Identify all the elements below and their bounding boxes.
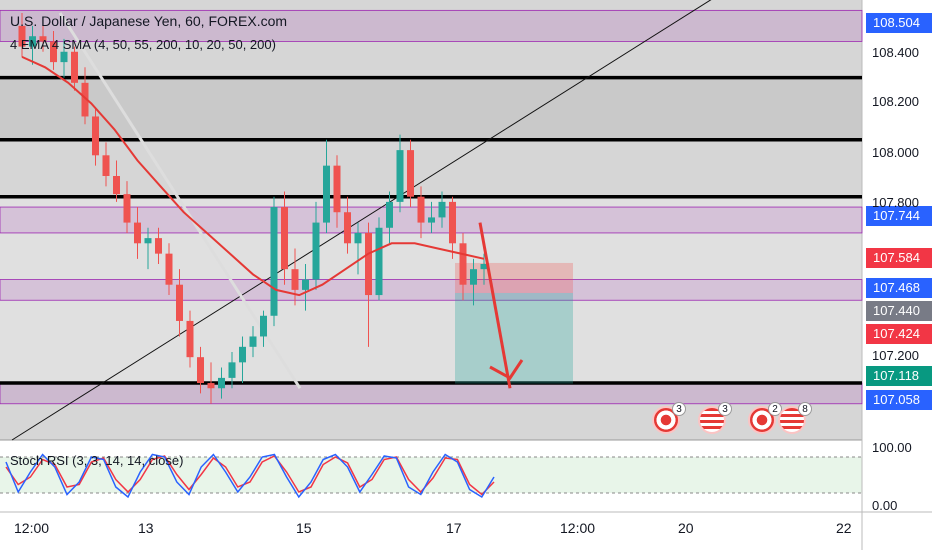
range-band xyxy=(0,77,862,140)
price-axis-label: 108.400 xyxy=(872,45,919,60)
candle-body xyxy=(291,269,299,290)
price-axis-label: 107.200 xyxy=(872,348,919,363)
price-tag: 107.468 xyxy=(866,278,932,298)
candle-body xyxy=(365,232,372,296)
candle-body xyxy=(134,222,141,244)
candle-body xyxy=(344,212,351,244)
event-count-badge: 3 xyxy=(718,402,732,416)
candle-body xyxy=(165,253,173,285)
candle-body xyxy=(50,41,57,63)
candle-body xyxy=(386,201,393,228)
price-tag: 107.118 xyxy=(866,366,932,386)
price-axis-label: 108.200 xyxy=(872,94,919,109)
stoch-rsi-legend: Stoch RSI (3, 3, 14, 14, close) xyxy=(10,453,184,468)
time-axis-label: 13 xyxy=(138,520,154,536)
candle-body xyxy=(113,176,120,195)
stoch-d-line xyxy=(5,455,495,496)
candle-body xyxy=(71,51,78,83)
candle-body xyxy=(428,217,435,223)
candle-body xyxy=(92,116,99,156)
price-tag: 107.584 xyxy=(866,248,932,268)
candle-body xyxy=(29,36,36,47)
us-flag-icon[interactable] xyxy=(778,406,806,434)
candle-body xyxy=(260,315,267,337)
price-axis-label: 107.800 xyxy=(872,195,919,210)
candle-body xyxy=(144,238,152,244)
candle-body xyxy=(218,377,225,389)
ema-line xyxy=(21,55,485,297)
candle-body xyxy=(123,194,131,223)
candle-body xyxy=(81,82,89,117)
candle-body xyxy=(60,51,68,63)
candle-body xyxy=(333,165,341,213)
price-tag: 107.744 xyxy=(866,206,932,226)
candle-body xyxy=(470,269,477,285)
candle-body xyxy=(480,264,488,270)
candle-body xyxy=(155,238,162,254)
candle-body xyxy=(417,196,425,223)
candle-body xyxy=(407,150,414,197)
candle-body xyxy=(354,232,362,244)
candle-body xyxy=(323,165,330,223)
flag-icon[interactable] xyxy=(652,406,680,434)
candle-body xyxy=(375,227,383,296)
event-count-badge: 8 xyxy=(798,402,812,416)
event-count-badge: 3 xyxy=(672,402,686,416)
candle-body xyxy=(228,362,236,378)
candle-body xyxy=(186,320,194,358)
price-axis-label: 108.000 xyxy=(872,145,919,160)
candle-body xyxy=(438,201,446,218)
stoch-axis-label: 0.00 xyxy=(872,498,898,513)
price-tag: 107.424 xyxy=(866,324,932,344)
candle-body xyxy=(270,207,278,316)
candle-body xyxy=(459,243,467,285)
time-axis-label: 15 xyxy=(296,520,312,536)
stoch-k-line xyxy=(5,453,495,499)
time-axis-label: 17 xyxy=(446,520,462,536)
candle-body xyxy=(239,346,246,363)
position-target-box xyxy=(455,292,573,384)
time-axis-label: 12:00 xyxy=(14,520,50,536)
time-axis-label: 22 xyxy=(836,520,852,536)
candle-body xyxy=(249,336,257,347)
candle-body xyxy=(302,279,309,290)
time-axis-label: 20 xyxy=(678,520,694,536)
candle-body xyxy=(102,155,110,176)
candle-body xyxy=(449,201,456,244)
zone-0 xyxy=(0,9,863,42)
stoch-axis-label: 100.00 xyxy=(872,440,912,455)
time-axis-label: 12:00 xyxy=(560,520,596,536)
candle-body xyxy=(197,357,204,384)
candle-body xyxy=(207,383,215,389)
price-tag: 107.058 xyxy=(866,390,932,410)
zone-3 xyxy=(0,382,863,405)
us-flag-icon[interactable] xyxy=(698,406,726,434)
zone-2 xyxy=(0,279,863,301)
candle-body xyxy=(281,207,288,270)
chart-title: U.S. Dollar / Japanese Yen, 60, FOREX.co… xyxy=(10,13,288,29)
price-tag: 108.504 xyxy=(866,13,932,33)
projection-arrow xyxy=(478,222,512,389)
candle-body xyxy=(18,25,26,47)
candle-body xyxy=(176,284,183,321)
candle-body xyxy=(396,150,404,202)
candle-body xyxy=(39,36,47,42)
candle-body xyxy=(312,222,320,280)
projection-arrowhead xyxy=(489,359,524,380)
price-tag: 107.440 xyxy=(866,301,932,321)
indicator-legend: 4 EMA 4 SMA (4, 50, 55, 200, 10, 20, 50,… xyxy=(10,37,276,52)
